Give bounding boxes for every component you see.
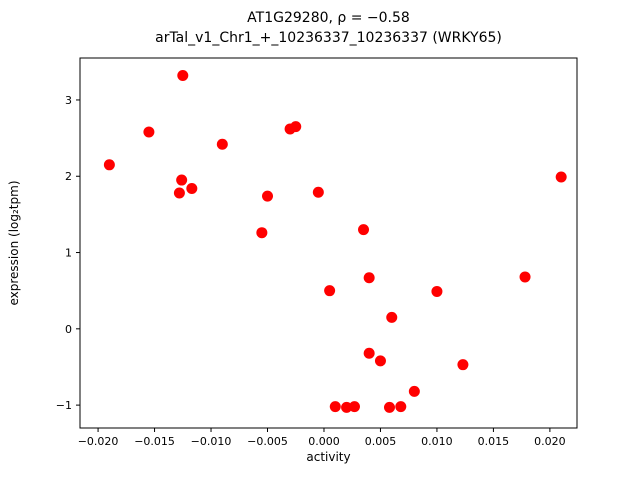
axes-box [79,57,578,429]
x-tick-label: −0.015 [134,435,175,448]
x-axis-label: activity [306,450,351,464]
x-tick-label: −0.020 [78,435,119,448]
data-point [348,401,360,413]
data-point [324,285,336,297]
x-tick-label: −0.010 [191,435,232,448]
x-tick-label: 0.005 [365,435,397,448]
data-point [262,190,274,202]
y-tick-label: 1 [65,247,72,260]
chart-title-line-2: arTal_v1_Chr1_+_10236337_10236337 (WRKY6… [155,30,502,46]
data-point [329,401,341,413]
x-tick-label: 0.010 [421,435,453,448]
y-tick-label: 3 [65,94,72,107]
x-tick-label: 0.020 [534,435,566,448]
data-point [457,359,469,371]
data-point [363,272,375,284]
data-point [363,347,375,359]
data-point [173,187,185,199]
y-tick-label: 0 [65,323,72,336]
data-point [341,401,353,413]
data-point [374,355,386,367]
data-point [216,138,228,150]
data-point [312,186,324,198]
data-point [358,224,370,236]
y-tick-label: −1 [56,399,72,412]
data-point [431,285,443,297]
data-point [555,171,567,183]
data-point [395,401,407,413]
x-tick-label: 0.015 [478,435,510,448]
data-point [519,271,531,283]
data-point [143,126,155,138]
data-point [103,159,115,171]
chart-title-line-1: AT1G29280, ρ = −0.58 [247,10,410,26]
data-point [408,385,420,397]
data-point [256,227,268,239]
x-tick-label: 0.000 [308,435,340,448]
data-point [176,174,188,186]
data-point [383,401,395,413]
data-point [177,70,189,82]
x-tick-label: −0.005 [247,435,288,448]
y-tick-label: 2 [65,170,72,183]
data-point [186,182,198,194]
data-point [386,311,398,323]
y-axis-label: expression (log₂tpm) [7,180,21,306]
data-point [290,121,302,133]
